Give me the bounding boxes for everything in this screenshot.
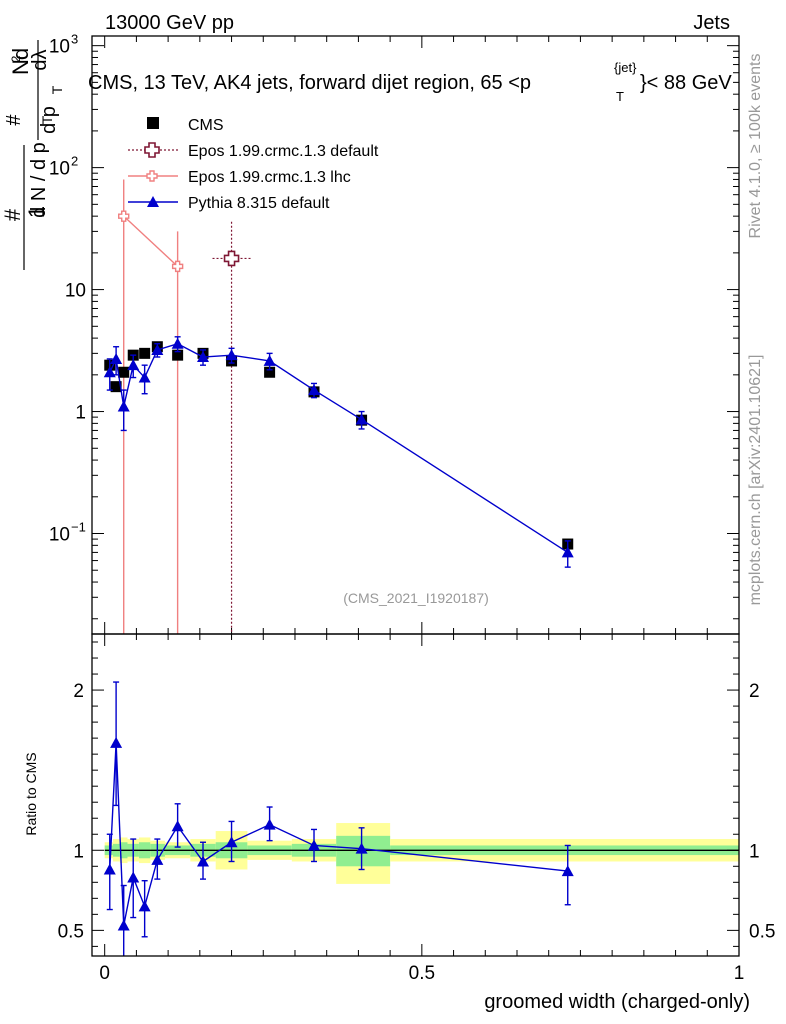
y-tick-label: 10 <box>65 281 86 302</box>
legend-label-epos-lhc: Epos 1.99.crmc.1.3 lhc <box>188 169 351 186</box>
ratio-pythia-point <box>110 736 123 748</box>
ratio-pythia-point <box>127 871 140 883</box>
pythia-point <box>117 400 130 412</box>
mcplots-label: mcplots.cern.ch [arXiv:2401.10621] <box>747 355 764 606</box>
ratio-pythia-point <box>225 836 238 848</box>
ratio-pythia-point <box>171 820 184 832</box>
header-left: 13000 GeV pp <box>105 12 234 34</box>
x-axis-label: groomed width (charged-only) <box>484 991 750 1013</box>
y-tick-label: 10 <box>49 159 70 180</box>
rivet-label: Rivet 4.1.0, ≥ 100k events <box>747 54 764 239</box>
ylabel-part: T <box>39 115 55 124</box>
title-text: CMS, 13 TeV, AK4 jets, forward dijet reg… <box>88 72 531 94</box>
ratio-pythia-point <box>103 863 116 875</box>
cms-point <box>172 349 184 361</box>
epos-lhc-point <box>118 210 130 222</box>
ratio-pythia-point <box>355 842 368 854</box>
x-tick-label: 1 <box>734 963 745 984</box>
legend-label-epos-default: Epos 1.99.crmc.1.3 default <box>188 143 379 160</box>
legend-label-pythia: Pythia 8.315 default <box>188 195 330 212</box>
header-right: Jets <box>693 12 730 34</box>
ratio-pythia-point <box>308 839 321 851</box>
ratio-panel: 0.5 0.51 12 20 0.5 1 <box>58 633 775 984</box>
ylabel-part: d <box>8 48 33 60</box>
ylabel-part: 1 <box>24 206 49 218</box>
pythia-point <box>110 352 123 364</box>
pythia-point <box>171 337 184 349</box>
ratio-y-tick-label-right: 0.5 <box>749 921 775 942</box>
epos-lhc-line <box>123 215 179 267</box>
title-sup: {jet} <box>614 60 637 75</box>
cms-point <box>110 381 122 393</box>
ratio-pythia-point <box>197 855 210 867</box>
main-title: CMS, 13 TeV, AK4 jets, forward dijet reg… <box>88 60 732 104</box>
ratio-pythia-point <box>117 919 130 931</box>
y-tick-label: 10 <box>49 525 70 546</box>
ylabel-part: # <box>3 114 25 126</box>
ratio-pythia-point <box>561 865 574 877</box>
ratio-y-tick-label: 2 <box>73 681 84 702</box>
cms-point <box>118 366 130 378</box>
ratio-ylabel: Ratio to CMS <box>23 752 39 835</box>
y-tick-label: 1 <box>75 403 86 424</box>
legend-marker-epos-default <box>144 142 160 158</box>
pythia-point <box>561 546 574 558</box>
ratio-y-tick-label-right: 1 <box>749 841 760 862</box>
ratio-pythia-point <box>151 853 164 865</box>
cms-point <box>139 347 151 359</box>
cms-point <box>264 366 276 378</box>
legend-marker-epos-lhc <box>146 170 158 182</box>
main-ylabel: # 1 d N / d p T # N 2 d dλ d p T <box>0 40 65 270</box>
epos-default-point <box>223 250 240 267</box>
y-tick-label: 10 <box>49 37 70 58</box>
ylabel-part: 2 <box>9 55 23 62</box>
ylabel-part: T <box>49 85 65 94</box>
pythia-line <box>109 342 569 553</box>
y-tick-exponent: 2 <box>71 154 78 169</box>
title-sub: T <box>616 89 624 104</box>
pythia-point <box>138 371 151 383</box>
pythia-point <box>308 384 321 396</box>
main-series <box>103 179 574 634</box>
x-tick-label: 0.5 <box>409 963 435 984</box>
x-tick-label: 0 <box>99 963 110 984</box>
legend-marker-cms <box>147 117 159 129</box>
pythia-point <box>225 349 238 361</box>
ylabel-part: # <box>0 208 25 221</box>
ratio-bands <box>104 823 739 884</box>
pythia-point <box>151 343 164 355</box>
ylabel-part: dλ <box>29 49 51 70</box>
ratio-series <box>103 681 574 956</box>
ratio-pythia-point <box>138 900 151 912</box>
ratio-frame <box>91 633 740 957</box>
y-tick-exponent: 3 <box>71 32 78 47</box>
title-text-end: }< 88 GeV <box>640 72 732 94</box>
pythia-point <box>103 366 116 378</box>
pythia-point <box>197 351 210 363</box>
legend: CMS Epos 1.99.crmc.1.3 default Epos 1.99… <box>128 117 379 212</box>
ylabel-part: N <box>8 59 33 75</box>
pythia-point <box>355 413 368 425</box>
pythia-point <box>263 354 276 366</box>
pythia-point <box>127 359 140 371</box>
legend-label-cms: CMS <box>188 117 224 134</box>
ylabel-part: d p <box>38 106 60 134</box>
epos-lhc-point <box>171 260 184 273</box>
watermark: (CMS_2021_I1920187) <box>343 590 489 606</box>
ratio-y-tick-label: 1 <box>73 841 84 862</box>
ylabel-part: d N / d p <box>28 142 50 218</box>
ratio-y-tick-label: 0.5 <box>58 921 84 942</box>
ratio-pythia-point <box>263 818 276 830</box>
ratio-y-tick-label-right: 2 <box>749 681 760 702</box>
y-tick-exponent: −1 <box>71 520 86 535</box>
ratio-ticks: 0.5 0.51 12 20 0.5 1 <box>58 634 775 984</box>
legend-marker-pythia <box>147 196 159 207</box>
